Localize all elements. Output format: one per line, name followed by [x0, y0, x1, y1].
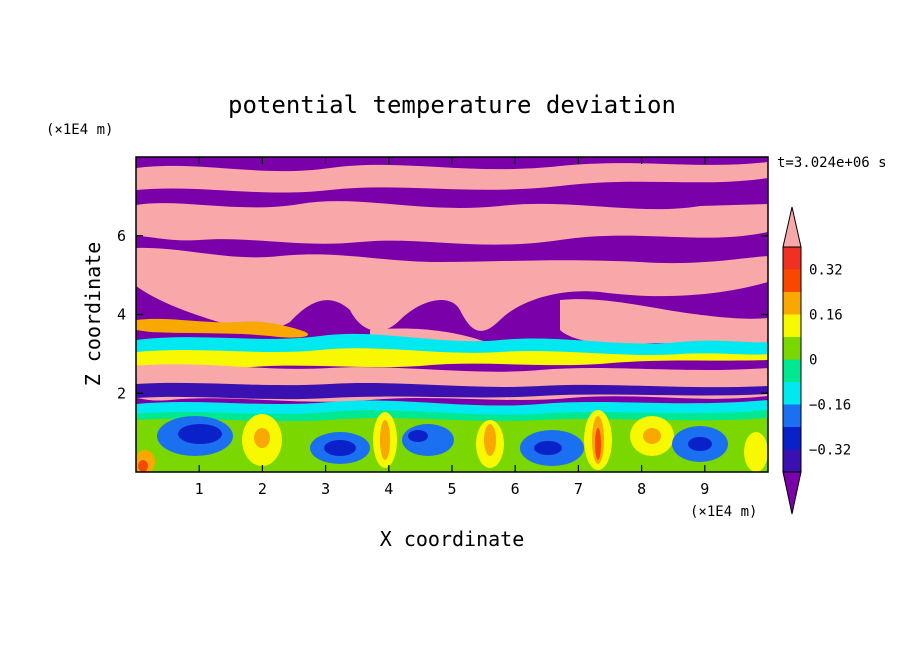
field-layer-orange: [136, 318, 309, 338]
eddy-orange: [380, 420, 390, 460]
eddy-red: [595, 428, 601, 460]
colorbar-frame: [782, 246, 802, 473]
colorbar-segment: [783, 359, 801, 382]
y-tick-label: 6: [117, 227, 126, 245]
x-axis: 1 2 3 4 5 6 7 8 9: [195, 157, 709, 498]
colorbar-label: −0.16: [809, 398, 851, 414]
colorbar: 0.32 0.16 0 −0.16 −0.32: [782, 206, 851, 515]
x-tick-label: 2: [258, 480, 267, 498]
colorbar-segment: [783, 449, 801, 472]
x-tick-label: 1: [195, 480, 204, 498]
colorbar-over-triangle: [782, 206, 802, 248]
x-tick-label: 3: [321, 480, 330, 498]
x-tick-label: 5: [447, 480, 456, 498]
eddy-navy: [408, 430, 428, 442]
x-tick-label: 6: [511, 480, 520, 498]
y-axis: 2 4 6: [117, 227, 768, 402]
field-band-pink: [136, 162, 768, 193]
plot-area: [136, 157, 768, 472]
colorbar-label: −0.32: [809, 443, 851, 459]
eddy-navy: [534, 441, 562, 455]
x-tick-label: 7: [574, 480, 583, 498]
eddy-yellow: [744, 432, 768, 472]
y-tick-label: 2: [117, 384, 126, 402]
eddy-orange: [484, 424, 496, 456]
x-unit-label: (×1E4 m): [690, 504, 757, 520]
colorbar-segment: [783, 292, 801, 315]
eddy-blue: [402, 424, 454, 456]
y-tick-label: 4: [117, 306, 126, 324]
eddy-red: [138, 460, 148, 472]
colorbar-label: 0: [809, 353, 817, 369]
y-unit-label: (×1E4 m): [46, 122, 113, 138]
y-axis-label: Z coordinate: [81, 242, 105, 387]
colorbar-label: 0.16: [809, 308, 843, 324]
field-band-pink: [136, 201, 768, 245]
colorbar-segment: [783, 314, 801, 337]
eddy-navy: [324, 440, 356, 456]
x-tick-label: 4: [384, 480, 393, 498]
colorbar-segment: [783, 404, 801, 427]
x-axis-label: X coordinate: [380, 527, 525, 551]
field-layer-blue: [136, 382, 768, 400]
eddy-navy: [178, 424, 222, 444]
colorbar-segment: [783, 247, 801, 270]
field-band-pink: [560, 299, 768, 349]
field-layer-yellow: [136, 348, 768, 370]
eddy-orange: [254, 428, 270, 448]
field-band-pink: [136, 247, 768, 331]
time-label: t=3.024e+06 s: [777, 155, 887, 171]
colorbar-under-triangle: [782, 471, 802, 515]
colorbar-segment: [783, 337, 801, 360]
colorbar-label: 0.32: [809, 263, 843, 279]
colorbar-segment: [783, 269, 801, 292]
colorbar-segment: [783, 382, 801, 405]
colorbar-segment: [783, 427, 801, 450]
eddy-orange: [643, 428, 661, 444]
chart-title: potential temperature deviation: [228, 91, 676, 119]
x-tick-label: 9: [700, 480, 709, 498]
x-tick-label: 8: [637, 480, 646, 498]
eddy-navy: [688, 437, 712, 451]
